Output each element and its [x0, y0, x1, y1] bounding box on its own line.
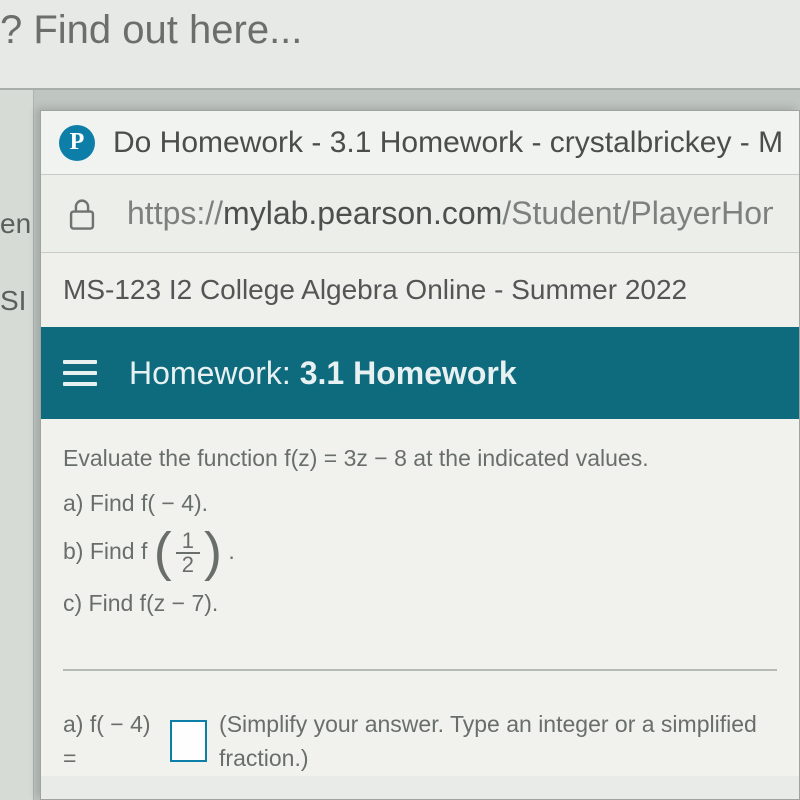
answer-a-input[interactable]	[170, 720, 207, 762]
answer-a-label: a) f( − 4) =	[63, 707, 158, 776]
answer-a-hint: (Simplify your answer. Type an integer o…	[219, 707, 777, 776]
fraction-numerator: 1	[176, 530, 200, 552]
course-name: MS-123 I2 College Algebra Online - Summe…	[63, 274, 687, 306]
question-stem: Evaluate the function f(z) = 3z − 8 at t…	[63, 441, 777, 476]
browser-window: P Do Homework - 3.1 Homework - crystalbr…	[40, 110, 800, 800]
banner-title: 3.1 Homework	[300, 355, 517, 391]
part-b-suffix: .	[228, 538, 234, 564]
left-label-si: SI	[0, 285, 26, 317]
url-text: https://mylab.pearson.com/Student/Player…	[127, 195, 773, 232]
question-part-a: a) Find f( − 4).	[63, 486, 777, 521]
question-content: Evaluate the function f(z) = 3z − 8 at t…	[41, 419, 799, 776]
homework-title: Homework: 3.1 Homework	[129, 355, 517, 392]
pearson-favicon: P	[59, 125, 95, 161]
address-bar[interactable]: https://mylab.pearson.com/Student/Player…	[41, 175, 799, 253]
lock-icon	[67, 197, 97, 231]
banner-label: Homework:	[129, 355, 291, 391]
url-protocol: https://	[127, 195, 223, 231]
url-path: /Student/PlayerHome	[502, 195, 773, 231]
left-paren: (	[154, 531, 172, 574]
homework-banner: Homework: 3.1 Homework	[41, 327, 799, 419]
right-paren: )	[204, 531, 222, 574]
fraction-wrapper: ( 1 2 )	[154, 530, 222, 576]
favicon-letter: P	[70, 129, 85, 156]
section-divider	[63, 669, 777, 671]
answer-row-a: a) f( − 4) = (Simplify your answer. Type…	[63, 707, 777, 776]
part-b-prefix: b) Find f	[63, 538, 147, 564]
question-part-c: c) Find f(z − 7).	[63, 586, 777, 621]
question-part-b: b) Find f ( 1 2 ) .	[63, 530, 777, 576]
url-host: mylab.pearson.com	[223, 195, 502, 231]
window-titlebar: P Do Homework - 3.1 Homework - crystalbr…	[41, 111, 799, 175]
fraction-denominator: 2	[176, 552, 200, 576]
left-sidebar-strip	[0, 90, 34, 800]
background-page-fragment: ? Find out here...	[0, 0, 800, 90]
window-title: Do Homework - 3.1 Homework - crystalbric…	[113, 126, 781, 160]
fraction: 1 2	[176, 530, 200, 576]
background-page-text: ? Find out here...	[0, 8, 302, 52]
left-label-en: en	[0, 208, 31, 240]
menu-icon[interactable]	[63, 360, 97, 386]
course-name-row: MS-123 I2 College Algebra Online - Summe…	[41, 253, 799, 327]
